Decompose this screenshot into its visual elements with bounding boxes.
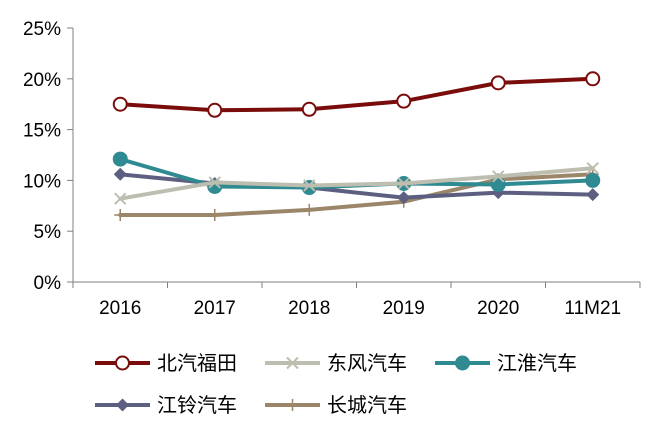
data-point [303,179,316,192]
data-point [301,180,317,196]
x-tick-label: 2019 [383,298,425,319]
series-line [118,166,595,201]
series-line [118,172,595,217]
data-point [490,176,506,192]
y-tick-label: 20% [23,70,61,91]
series-line [118,76,595,113]
data-point [112,96,128,112]
data-point [492,170,505,183]
data-point [114,208,127,221]
legend-item: 江铃汽车 [95,394,237,417]
legend-item: 长城汽车 [265,394,407,417]
legend-item: 东风汽车 [265,352,407,375]
data-point [208,176,221,189]
y-tick-label: 10% [23,171,61,192]
data-point [301,101,317,117]
x-tick-label: 2020 [477,298,519,319]
series-layer [112,71,601,221]
y-tick-label: 0% [34,273,62,294]
data-point [585,71,601,87]
data-point [207,102,223,118]
data-point [397,177,410,190]
legend-marker [286,399,299,411]
legend-label: 北汽福田 [157,352,237,375]
legend-label: 长城汽车 [327,394,407,417]
legend-item: 北汽福田 [95,352,237,375]
x-axis-ticks: 2016 2017 2018 2019 2020 11M21 [72,282,641,319]
legend-item: 江淮汽车 [435,352,577,375]
data-point [586,188,600,202]
data-point [303,203,316,216]
data-point [586,162,599,175]
x-tick-label: 2017 [194,298,236,319]
x-tick-label: 2018 [288,298,330,319]
data-point [490,75,506,91]
x-tick-label: 2016 [99,298,141,319]
legend-label: 江铃汽车 [157,394,237,417]
legend-marker [115,355,130,371]
data-point [114,192,127,205]
y-axis-ticks: 0% 5% 10% 15% 20% 25% [23,19,73,294]
y-tick-label: 5% [34,222,62,243]
y-tick-label: 25% [23,19,61,40]
plot-area: 0% 5% 10% 15% 20% 25% 2016 2017 2018 2019 2020 11M… [23,19,641,319]
data-point [396,93,412,109]
legend-marker [116,398,129,412]
series-group [112,71,601,118]
data-point [397,191,411,205]
legend-marker [455,355,470,371]
series-group [114,162,599,205]
legend-label: 江淮汽车 [497,352,577,375]
y-tick-label: 15% [23,121,61,142]
data-point [112,151,128,167]
legend-marker [286,356,299,370]
x-tick-label: 11M21 [564,298,621,319]
data-point [585,172,601,188]
data-point [208,208,221,221]
data-point [113,167,127,181]
legend-label: 东风汽车 [327,352,407,375]
